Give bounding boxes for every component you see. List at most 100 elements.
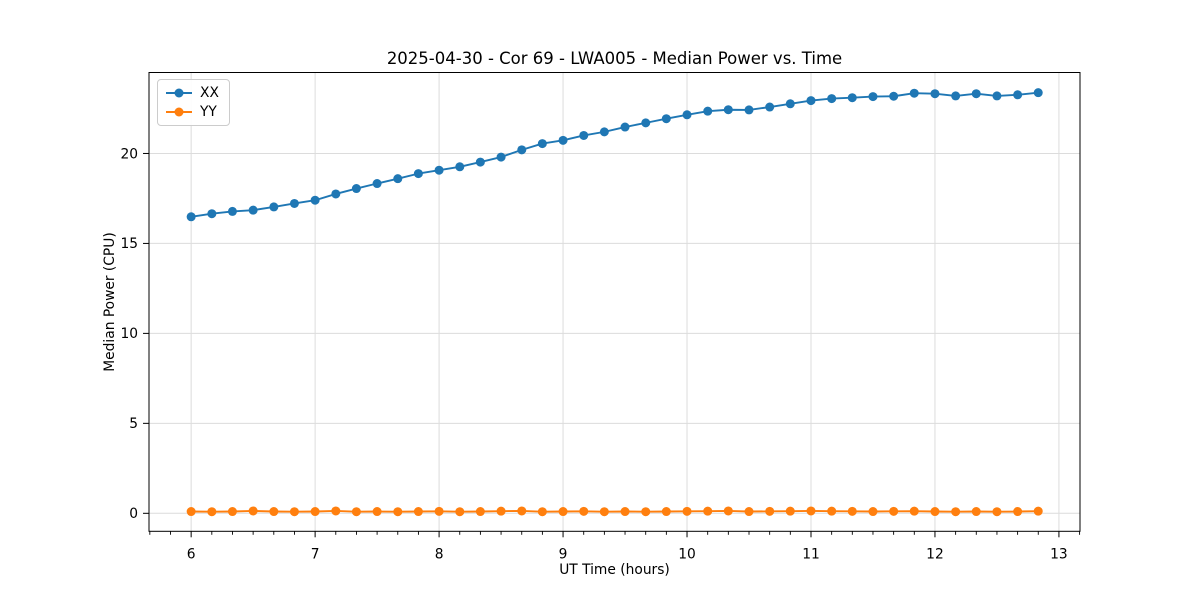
data-point-xx: [765, 102, 775, 112]
legend-item-yy: YY: [165, 104, 219, 120]
y-axis-label: Median Power (CPU): [102, 232, 118, 372]
data-point-yy: [1013, 507, 1023, 517]
data-point-yy: [785, 506, 795, 516]
data-point-yy: [393, 507, 403, 517]
data-point-yy: [723, 506, 733, 516]
data-point-xx: [827, 94, 837, 104]
data-point-yy: [579, 506, 589, 516]
x-axis-label: UT Time (hours): [559, 562, 670, 578]
data-point-yy: [413, 507, 423, 517]
data-point-xx: [496, 152, 506, 162]
data-point-yy: [951, 507, 961, 517]
data-point-yy: [1033, 506, 1043, 516]
data-point-yy: [661, 507, 671, 517]
data-point-yy: [641, 507, 651, 517]
chart-title: 2025-04-30 - Cor 69 - LWA005 - Median Po…: [386, 49, 843, 68]
data-point-xx: [310, 195, 320, 205]
data-point-xx: [475, 157, 485, 167]
data-point-xx: [579, 130, 589, 140]
data-point-xx: [847, 93, 857, 103]
data-point-yy: [537, 507, 547, 517]
data-point-xx: [413, 169, 423, 179]
data-point-xx: [682, 110, 692, 120]
data-point-xx: [186, 212, 196, 222]
data-point-xx: [868, 92, 878, 102]
data-point-xx: [351, 184, 361, 194]
data-point-yy: [351, 507, 361, 517]
data-point-yy: [909, 506, 919, 516]
data-point-xx: [269, 202, 279, 212]
data-point-yy: [331, 506, 341, 516]
x-tick-label: 9: [559, 546, 568, 562]
data-point-xx: [1013, 90, 1023, 100]
y-tick-label: 0: [129, 506, 138, 522]
x-tick-label: 7: [311, 546, 320, 562]
data-point-yy: [517, 506, 527, 516]
data-point-yy: [434, 506, 444, 516]
data-point-xx: [992, 91, 1002, 101]
data-point-xx: [558, 135, 568, 145]
plot-frame: [148, 72, 1081, 532]
data-point-xx: [971, 89, 981, 99]
y-tick-label: 15: [120, 236, 138, 252]
data-point-yy: [269, 507, 279, 517]
data-point-yy: [827, 506, 837, 516]
data-point-yy: [620, 507, 630, 517]
x-tick-label: 6: [187, 546, 196, 562]
data-point-yy: [930, 507, 940, 517]
data-point-xx: [331, 189, 341, 199]
data-point-xx: [517, 145, 527, 155]
data-point-xx: [372, 179, 382, 189]
data-point-xx: [537, 139, 547, 149]
data-point-yy: [496, 506, 506, 516]
data-point-yy: [310, 507, 320, 517]
data-point-xx: [455, 162, 465, 172]
data-point-xx: [930, 89, 940, 99]
data-point-yy: [889, 506, 899, 516]
x-tick-label: 12: [926, 546, 944, 562]
data-point-xx: [248, 205, 258, 215]
legend-label-yy: YY: [200, 104, 217, 120]
data-point-yy: [703, 506, 713, 516]
data-point-yy: [806, 506, 816, 516]
data-point-xx: [599, 127, 609, 137]
data-point-yy: [289, 507, 299, 517]
data-point-xx: [661, 114, 671, 124]
data-point-yy: [227, 507, 237, 517]
data-point-yy: [765, 506, 775, 516]
data-point-xx: [1033, 88, 1043, 98]
legend: XX YY: [157, 79, 230, 126]
data-point-xx: [723, 105, 733, 115]
data-point-xx: [744, 105, 754, 115]
x-tick-label: 10: [678, 546, 696, 562]
data-point-xx: [289, 198, 299, 208]
x-tick-label: 8: [435, 546, 444, 562]
legend-label-xx: XX: [200, 85, 219, 101]
data-point-xx: [889, 91, 899, 101]
data-point-yy: [599, 507, 609, 517]
xx-line-marker-swatch: [166, 88, 192, 98]
data-point-xx: [806, 96, 816, 106]
data-point-xx: [641, 118, 651, 128]
data-point-xx: [620, 122, 630, 132]
data-point-yy: [248, 506, 258, 516]
data-point-yy: [744, 507, 754, 517]
data-point-yy: [682, 506, 692, 516]
yy-line-marker-swatch: [166, 107, 192, 117]
data-point-yy: [992, 507, 1002, 517]
data-point-xx: [951, 91, 961, 101]
data-point-yy: [475, 507, 485, 517]
y-tick-label: 5: [129, 416, 138, 432]
data-point-xx: [227, 206, 237, 216]
y-tick-label: 20: [120, 146, 138, 162]
data-point-yy: [971, 507, 981, 517]
data-point-xx: [703, 106, 713, 116]
data-point-xx: [785, 99, 795, 109]
y-tick-label: 10: [120, 326, 138, 342]
data-point-yy: [455, 507, 465, 517]
data-point-xx: [393, 174, 403, 184]
x-tick-label: 13: [1050, 546, 1068, 562]
legend-item-xx: XX: [165, 85, 219, 101]
